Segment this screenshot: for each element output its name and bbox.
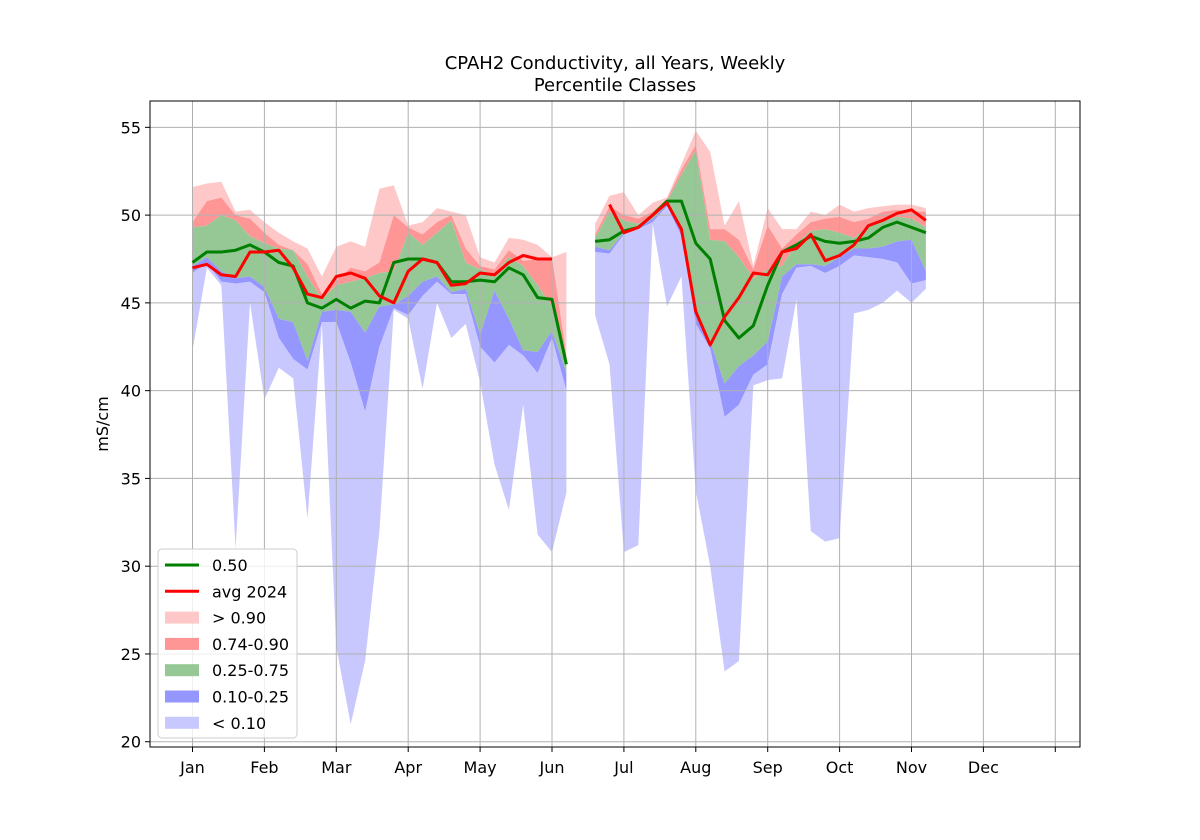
x-tick-label: Apr [394,758,422,777]
x-tick-label: Aug [680,758,711,777]
y-tick-label: 20 [121,733,141,752]
x-tick-label: Nov [896,758,927,777]
y-tick-label: 40 [121,382,141,401]
band-74-90 [595,144,926,279]
y-tick-label: 55 [121,118,141,137]
legend-swatch-patch [165,690,199,703]
legend-label: 0.25-0.75 [212,661,289,680]
y-tick-label: 30 [121,557,141,576]
x-tick-label: May [464,758,497,777]
x-tick-label: Feb [250,758,278,777]
x-tick-label: Jun [539,758,565,777]
band-74-90 [192,197,567,365]
legend-label: 0.10-0.25 [212,688,289,707]
axes: 20 25 30 35 40 45 50 55 Jan Feb Mar Apr May Jun Jul Aug… [121,118,1056,777]
x-tick-label: Oct [826,758,854,777]
legend-label: 0.74-0.90 [212,635,289,654]
chart-subtitle: Percentile Classes [534,75,696,96]
chart-title: CPAH2 Conductivity, all Years, Weekly [445,53,786,74]
y-axis-label: mS/cm [93,396,112,452]
x-tick-label: Jul [613,758,633,777]
x-tick-label: Sep [753,758,783,777]
legend-swatch-patch [165,611,199,624]
legend-swatch-patch [165,664,199,677]
legend-label: 0.50 [212,556,248,575]
avg-2024-line [192,248,552,305]
band-below-10 [192,262,567,725]
band-above-90 [595,130,926,270]
band-below-10 [595,206,926,672]
series-lines [191,199,927,365]
band-above-90 [192,181,567,356]
x-tick-label: Mar [321,758,352,777]
y-tick-label: 25 [121,645,141,664]
band-25-75 [595,150,926,384]
y-tick-label: 45 [121,294,141,313]
legend-label: > 0.90 [212,609,266,628]
legend-swatch-patch [165,716,199,729]
median-line [191,243,568,365]
legend-label: < 0.10 [212,714,266,733]
y-tick-label: 50 [121,206,141,225]
legend: 0.50 avg 2024 > 0.90 0.74-0.90 0.25-0.75 0.10… [157,548,298,739]
x-tick-label: Dec [968,758,999,777]
band-10-25 [595,204,926,417]
legend-swatch-patch [165,637,199,650]
avg-2024-line [608,201,927,347]
y-tick-label: 35 [121,469,141,488]
legend-label: avg 2024 [212,582,287,601]
band-10-25 [192,257,567,412]
x-tick-label: Jan [179,758,205,777]
plot-frame [149,100,1081,748]
